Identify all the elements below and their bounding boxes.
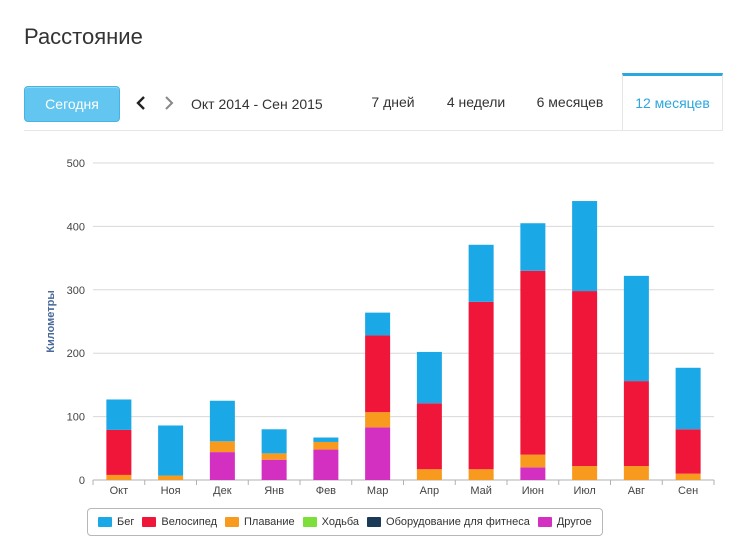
bar-segment[interactable]	[416, 469, 442, 480]
bar-segment[interactable]	[365, 335, 391, 413]
legend-label: Бег	[117, 516, 135, 528]
bar-segment[interactable]	[261, 459, 287, 480]
bar-segment[interactable]	[106, 399, 132, 430]
bar-segment[interactable]	[572, 201, 598, 292]
x-tick-label: Фев	[316, 485, 336, 497]
bar-segment[interactable]	[675, 473, 701, 480]
bar-segment[interactable]	[365, 412, 391, 428]
bar-segment[interactable]	[623, 466, 649, 480]
x-tick-label: Дек	[213, 485, 232, 497]
legend-swatch	[142, 517, 157, 527]
legend-label: Плавание	[244, 516, 295, 528]
bar-segment[interactable]	[675, 367, 701, 430]
legend-swatch	[302, 517, 317, 527]
bar-segment[interactable]	[520, 467, 546, 480]
chart-legend: Бег Велосипед Плавание Ходьба Оборудование д…	[87, 508, 603, 536]
bar-segment[interactable]	[520, 223, 546, 271]
bar-segment[interactable]	[313, 441, 339, 450]
bar-segment[interactable]	[209, 452, 235, 480]
bar-segment[interactable]	[520, 454, 546, 468]
legend-label: Ходьба	[321, 516, 360, 528]
date-range-toolbar: Сегодня Окт 2014 - Сен 2015 7 дней 4 нед…	[24, 73, 723, 131]
legend-swatch	[225, 517, 240, 527]
bar-segment[interactable]	[209, 400, 235, 442]
bar-segment[interactable]	[572, 466, 598, 480]
x-tick-label: Апр	[420, 485, 439, 497]
bar-segment[interactable]	[468, 301, 494, 470]
x-tick-label: Авг	[628, 485, 645, 497]
bar-segment[interactable]	[520, 270, 546, 455]
bar-segment[interactable]	[158, 425, 184, 476]
legend-item[interactable]: Бег	[98, 516, 134, 528]
chevron-left-icon[interactable]	[134, 94, 148, 112]
y-tick-label: 400	[67, 221, 85, 233]
chevron-right-icon[interactable]	[162, 94, 176, 112]
period-label: Окт 2014 - Сен 2015	[191, 96, 323, 112]
bar-segment[interactable]	[313, 437, 339, 442]
tab-6-months[interactable]: 6 месяцев	[536, 94, 604, 110]
distance-chart: 0 100 200 300 400 500 Километры Окт Ноя Дек Янв Фев…	[45, 158, 715, 497]
y-tick-label: 0	[79, 475, 85, 487]
bar-segment[interactable]	[468, 469, 494, 480]
bar-segment[interactable]	[416, 351, 442, 404]
bar-segment[interactable]	[106, 474, 132, 480]
bar-segment[interactable]	[623, 381, 649, 467]
bar-segment[interactable]	[106, 429, 132, 475]
x-tick-label: Июл	[573, 485, 595, 497]
x-tick-label: Ноя	[161, 485, 181, 497]
bar-segment[interactable]	[365, 312, 391, 336]
legend-item[interactable]: Велосипед	[142, 516, 217, 528]
bar-segment[interactable]	[313, 449, 339, 480]
bar-segment[interactable]	[572, 291, 598, 467]
bar-segment[interactable]	[261, 429, 287, 454]
legend-swatch	[98, 517, 112, 527]
x-tick-label: Май	[470, 485, 492, 497]
bar-segment[interactable]	[675, 429, 701, 474]
bar-segment[interactable]	[416, 403, 442, 470]
bar-segment[interactable]	[261, 453, 287, 460]
tab-12-months[interactable]: 12 месяцев	[622, 73, 723, 130]
bar-segment[interactable]	[209, 441, 235, 453]
y-tick-label: 300	[67, 285, 85, 297]
y-tick-label: 500	[67, 158, 85, 170]
legend-label: Оборудование для фитнеса	[386, 516, 530, 528]
today-button[interactable]: Сегодня	[24, 86, 120, 122]
x-tick-label: Окт	[110, 485, 129, 497]
bar-segment[interactable]	[468, 244, 494, 302]
tab-4-weeks[interactable]: 4 недели	[446, 94, 506, 110]
legend-item[interactable]: Другое	[537, 516, 592, 528]
page-title: Расстояние	[24, 24, 143, 49]
y-tick-label: 200	[67, 348, 85, 360]
legend-label: Велосипед	[161, 516, 218, 528]
x-tick-label: Сен	[678, 485, 698, 497]
legend-label: Другое	[556, 516, 592, 528]
legend-item[interactable]: Плавание	[225, 516, 295, 528]
y-axis-label: Километры	[45, 290, 57, 353]
legend-swatch	[537, 517, 552, 527]
x-tick-label: Июн	[522, 485, 544, 497]
y-tick-label: 100	[67, 412, 85, 424]
x-tick-label: Мар	[367, 485, 389, 497]
bar-segment[interactable]	[158, 475, 184, 480]
bar-segment[interactable]	[365, 427, 391, 480]
legend-swatch	[367, 517, 382, 527]
bar-segment[interactable]	[623, 275, 649, 382]
legend-item[interactable]: Ходьба	[302, 516, 360, 528]
x-tick-label: Янв	[264, 485, 284, 497]
tab-7-days[interactable]: 7 дней	[371, 94, 415, 110]
legend-item[interactable]: Оборудование для фитнеса	[367, 516, 530, 528]
